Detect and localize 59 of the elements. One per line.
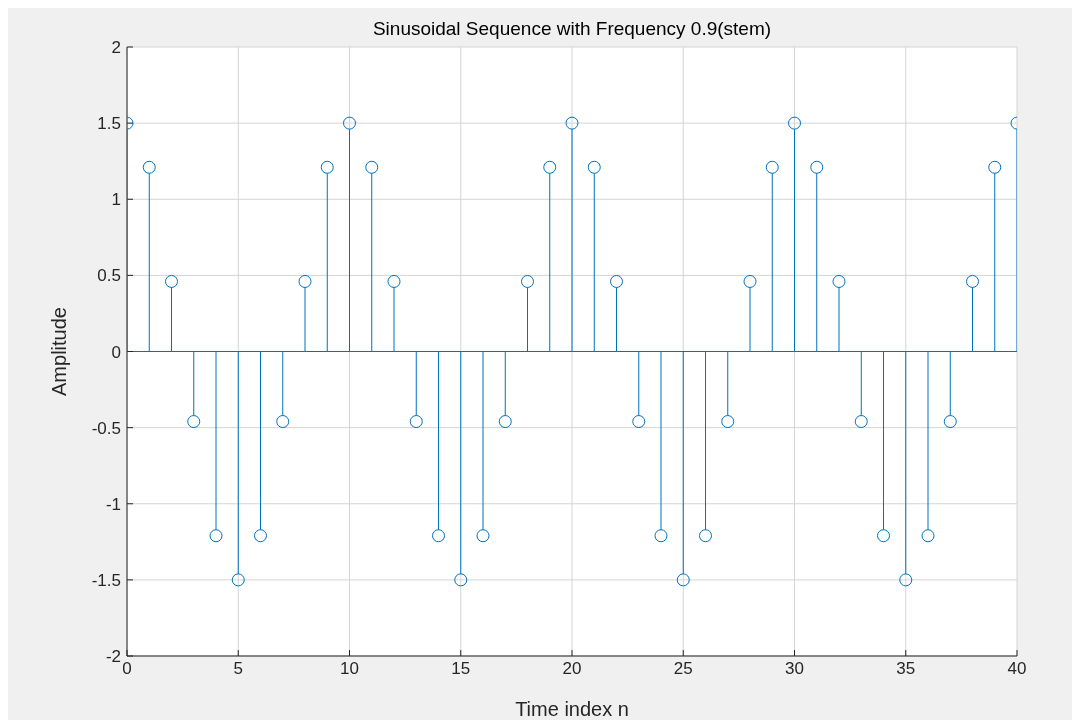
y-axis-title: Amplitude <box>48 307 71 396</box>
point <box>254 529 267 543</box>
point <box>343 116 356 130</box>
point <box>788 116 801 130</box>
point <box>409 415 423 429</box>
y-tick-label: -2 <box>105 647 121 667</box>
point <box>699 529 712 543</box>
point <box>765 160 779 174</box>
x-tick-label: 30 <box>785 659 804 679</box>
y-tick-label: 1.5 <box>97 114 121 134</box>
x-tick-label: 10 <box>340 659 359 679</box>
point <box>498 415 512 429</box>
point <box>276 415 290 429</box>
point <box>632 415 646 429</box>
x-tick-label: 20 <box>562 659 582 679</box>
y-tick-label: -1 <box>105 494 121 514</box>
x-tick-label: 25 <box>673 659 693 679</box>
x-tick-label: 35 <box>896 659 916 679</box>
point <box>231 573 245 587</box>
point <box>365 160 379 174</box>
y-tick-label: 0 <box>111 342 121 362</box>
point <box>142 160 156 174</box>
point <box>320 160 334 174</box>
point <box>387 274 401 288</box>
point <box>209 529 223 543</box>
point <box>721 415 735 429</box>
y-tick-label: 2 <box>111 38 121 58</box>
y-tick-label: 0.5 <box>97 266 121 286</box>
point <box>676 573 690 587</box>
point <box>165 274 178 288</box>
point <box>543 160 557 174</box>
point <box>832 274 846 288</box>
y-tick-label: -1.5 <box>91 570 121 590</box>
x-axis-title: Time index n <box>515 698 629 720</box>
point <box>187 415 201 429</box>
point <box>521 274 534 288</box>
point <box>921 529 935 543</box>
point <box>966 274 979 288</box>
point <box>565 116 579 130</box>
point <box>877 529 890 543</box>
point <box>432 529 445 543</box>
point <box>587 160 601 174</box>
chart-title: Sinusoidal Sequence with Frequency 0.9(stem) <box>371 18 773 40</box>
point <box>854 415 868 429</box>
y-tick-label: -0.5 <box>91 418 121 438</box>
point <box>810 160 824 174</box>
point <box>298 274 312 288</box>
point <box>654 529 668 543</box>
point <box>899 573 913 587</box>
y-tick-label: 1 <box>111 190 121 210</box>
x-tick-label: 40 <box>1007 659 1027 679</box>
point <box>476 529 490 543</box>
point <box>610 274 623 288</box>
x-tick-label: 5 <box>233 659 243 679</box>
point <box>454 573 468 587</box>
x-tick-label: 15 <box>451 659 471 679</box>
point <box>943 415 957 429</box>
point <box>988 160 1002 174</box>
point <box>743 274 757 288</box>
